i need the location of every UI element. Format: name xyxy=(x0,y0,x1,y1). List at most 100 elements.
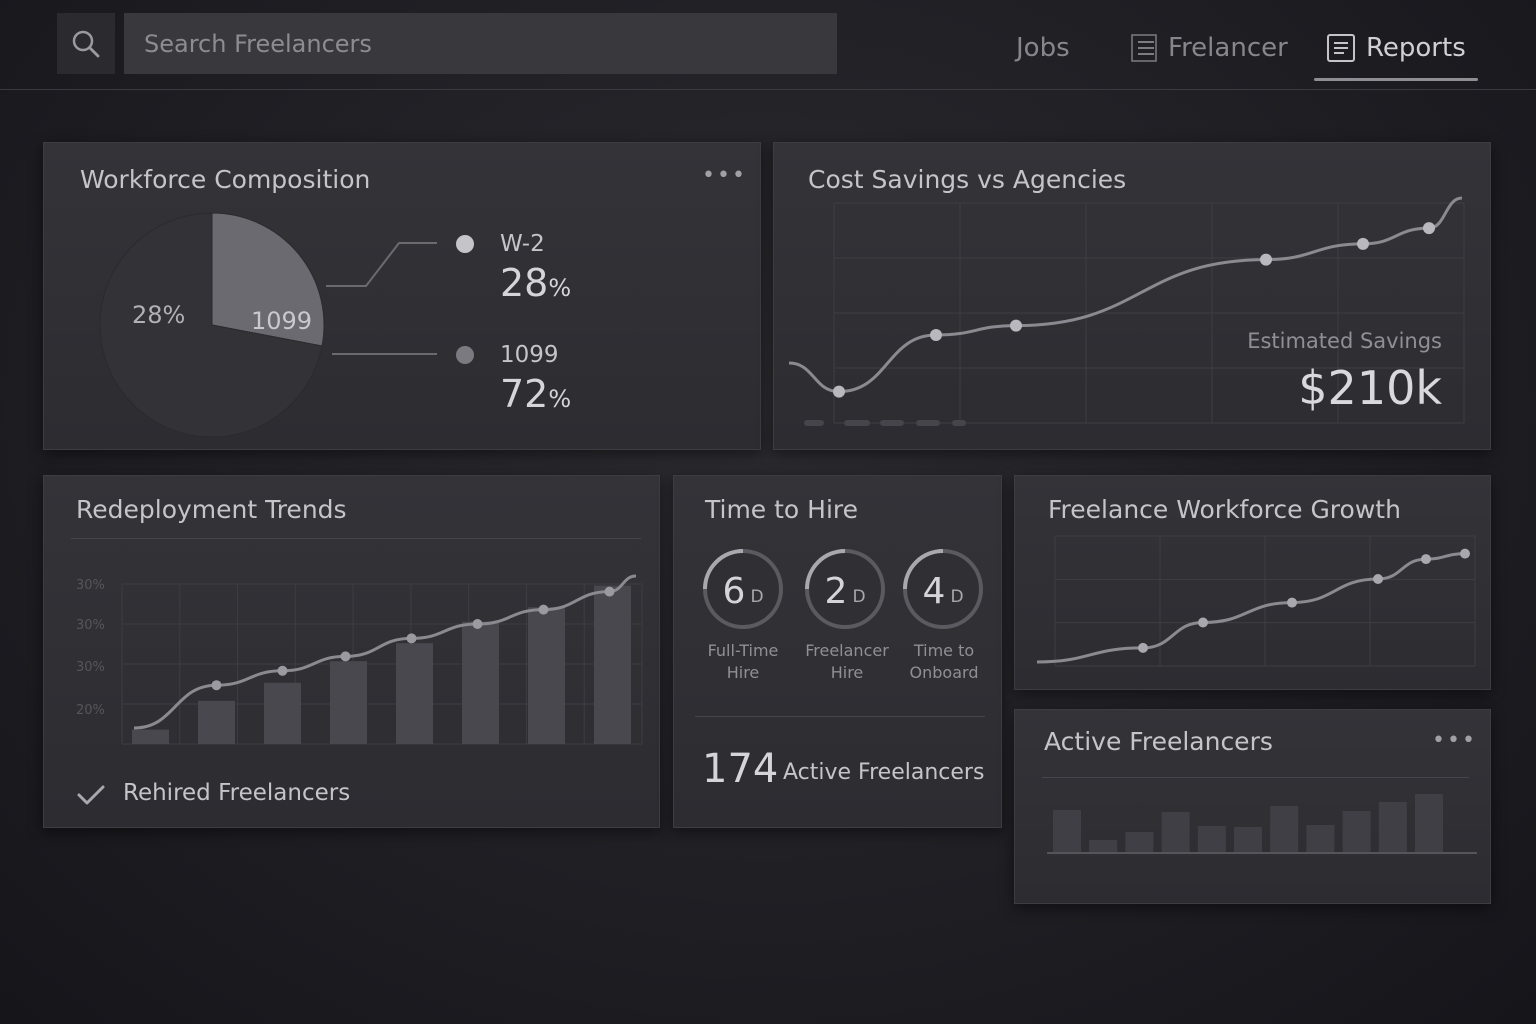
nav-freelancer[interactable]: Frelancer xyxy=(1130,28,1288,68)
cost-savings-point-2 xyxy=(1010,319,1022,332)
redeployment-bar-4 xyxy=(396,643,433,744)
time-divider xyxy=(695,716,985,717)
nav-freelancer-label: Frelancer xyxy=(1168,33,1288,63)
y-tick-label: 30% xyxy=(76,618,105,633)
hire-ring-arc xyxy=(805,549,846,590)
active-freelancers-bar-8 xyxy=(1342,811,1371,852)
legend-1099-name: 1099 xyxy=(500,342,559,368)
workforce-composition-card: Workforce Composition ••• 28% 1099 W-2 28… xyxy=(43,142,761,450)
workforce-growth-point-3 xyxy=(1373,574,1383,584)
active-freelancers-bar-4 xyxy=(1197,826,1226,852)
rehired-trend-point-5 xyxy=(538,604,549,615)
rehired-trend-point-2 xyxy=(340,651,351,662)
redeployment-bar-7 xyxy=(594,585,631,744)
active-freelancers-bar-6 xyxy=(1270,806,1299,852)
pie-label-w2: 28% xyxy=(132,301,185,329)
workforce-growth-point-5 xyxy=(1460,548,1470,559)
more-options-icon[interactable]: ••• xyxy=(1432,728,1477,753)
y-tick-label: 30% xyxy=(76,578,105,593)
redeployment-bar-0 xyxy=(132,729,169,744)
pie-label-1099: 1099 xyxy=(251,307,312,335)
rehired-trend-point-4 xyxy=(472,619,483,629)
cost-savings-point-5 xyxy=(1423,222,1435,235)
y-tick-label: 20% xyxy=(76,703,105,718)
pie-slice-1099 xyxy=(99,212,323,438)
hire-label-onboard: Time to Onboard xyxy=(909,641,979,682)
top-bar: Jobs Frelancer Reports xyxy=(0,0,1536,90)
redeployment-bar-2 xyxy=(264,682,301,744)
legend-w2-name: W-2 xyxy=(500,231,545,257)
time-to-hire-title: Time to Hire xyxy=(705,495,859,524)
search-field[interactable] xyxy=(124,13,837,74)
y-tick-label: 30% xyxy=(76,660,105,675)
cost-savings-series-line xyxy=(788,196,1463,394)
cost-savings-point-4 xyxy=(1357,237,1369,250)
cost-savings-point-0 xyxy=(833,385,845,398)
nav-reports[interactable]: Reports xyxy=(1326,28,1466,68)
rehired-trend-point-0 xyxy=(211,680,222,691)
workforce-growth-point-1 xyxy=(1198,617,1208,628)
redeployment-bar-3 xyxy=(330,661,367,744)
title-divider xyxy=(1042,777,1469,778)
list-icon xyxy=(1131,34,1157,62)
workforce-composition-title: Workforce Composition xyxy=(80,165,371,194)
workforce-growth-point-0 xyxy=(1138,642,1148,653)
workforce-growth-series-line xyxy=(1036,552,1466,664)
search-input[interactable] xyxy=(144,29,837,58)
pie-slice-w-2 xyxy=(211,212,325,347)
x-axis-tick-placeholder xyxy=(804,420,824,426)
active-freelancers-bar-10 xyxy=(1415,794,1443,852)
workforce-pie-chart: 28% 1099 xyxy=(99,212,474,438)
active-freelancers-bar-3 xyxy=(1161,812,1190,852)
active-freelancers-bar-9 xyxy=(1378,802,1407,852)
legend-w2-value: 28% xyxy=(500,261,572,305)
active-freelancers-card: Active Freelancers ••• xyxy=(1014,709,1491,904)
active-freelancers-bar-7 xyxy=(1306,825,1335,852)
hire-value-1: 2 xyxy=(825,571,848,612)
hire-value-0: 6 xyxy=(723,571,746,612)
more-options-icon[interactable]: ••• xyxy=(702,163,747,188)
active-freelancers-bar-0 xyxy=(1053,810,1081,852)
estimated-savings-label: Estimated Savings xyxy=(1247,329,1442,353)
hire-label-fulltime: Full-Time Hire xyxy=(707,641,779,682)
redeployment-chart: 30% 30% 30% 20% xyxy=(76,574,643,745)
x-axis-tick-placeholder xyxy=(952,420,966,426)
workforce-growth-point-4 xyxy=(1421,554,1431,565)
nav-jobs[interactable]: Jobs xyxy=(1016,28,1070,68)
active-tab-indicator xyxy=(1314,78,1478,81)
active-freelancers-bar-5 xyxy=(1234,827,1262,852)
active-freelancers-count: 174 xyxy=(702,746,779,792)
legend-1099-value: 72% xyxy=(500,372,572,416)
search-button[interactable] xyxy=(57,13,115,74)
redeployment-bar-5 xyxy=(462,621,499,744)
cost-savings-point-1 xyxy=(930,329,942,341)
redeployment-trends-title: Redeployment Trends xyxy=(76,495,347,524)
hire-unit-0: D xyxy=(750,587,763,607)
x-axis-tick-placeholder xyxy=(844,420,870,426)
active-freelancers-count-label: Active Freelancers xyxy=(783,760,985,785)
rehired-trend-point-3 xyxy=(406,633,417,644)
cost-savings-card: Cost Savings vs Agencies Estimated Savin… xyxy=(773,142,1491,450)
rehired-freelancers-label: Rehired Freelancers xyxy=(123,780,351,806)
x-axis-tick-placeholder xyxy=(916,420,940,426)
hire-label-freelancer: Freelancer Hire xyxy=(805,641,889,682)
hire-ring-arc xyxy=(703,549,744,590)
workforce-growth-title: Freelance Workforce Growth xyxy=(1048,495,1401,524)
hire-unit-1: D xyxy=(852,587,865,607)
active-freelancers-bar-1 xyxy=(1089,840,1118,852)
nav-jobs-label: Jobs xyxy=(1016,33,1070,63)
x-axis-tick-placeholder xyxy=(880,420,904,426)
hire-value-2: 4 xyxy=(923,571,946,612)
cost-savings-title: Cost Savings vs Agencies xyxy=(808,165,1127,194)
redeployment-bar-1 xyxy=(198,700,235,744)
rehired-trend-point-6 xyxy=(604,586,615,597)
title-divider xyxy=(71,538,641,539)
workforce-growth-card: Freelance Workforce Growth xyxy=(1014,475,1491,690)
connector-line-w2 xyxy=(326,242,437,287)
rehired-trend-point-1 xyxy=(277,665,288,676)
cost-savings-point-3 xyxy=(1260,253,1272,266)
report-icon xyxy=(1327,34,1355,62)
active-freelancers-title: Active Freelancers xyxy=(1044,727,1273,756)
